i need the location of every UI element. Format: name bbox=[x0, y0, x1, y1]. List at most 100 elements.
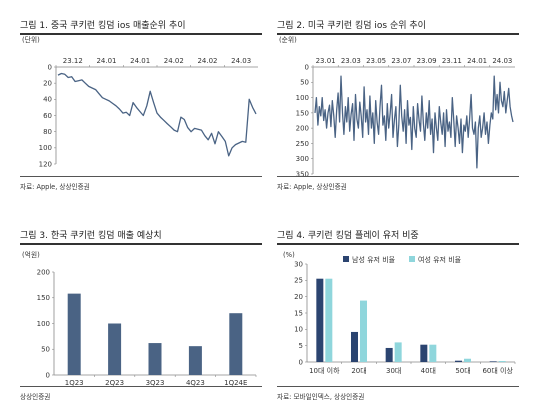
series-line bbox=[314, 75, 514, 169]
bar bbox=[148, 343, 162, 375]
panel-title: 그림 3. 한국 쿠키런 킹덤 매출 예상치 bbox=[20, 231, 162, 241]
legend-label: 여성 유저 비율 bbox=[418, 255, 462, 264]
panel-title: 그림 2. 미국 쿠키런 킹덤 ios 순위 추이 bbox=[277, 21, 426, 31]
y-axis-unit: (%) bbox=[283, 251, 295, 259]
source-note: 상상인증권 bbox=[20, 393, 51, 401]
source-note: 자료: Apple, 상상인증권 bbox=[277, 183, 347, 191]
x-tick-label: 23.01 bbox=[316, 57, 336, 65]
source-rule bbox=[20, 386, 262, 387]
bar bbox=[351, 331, 358, 362]
x-tick-label: 10대 이하 bbox=[309, 366, 340, 375]
panel-user-share: 그림 4. 쿠키런 킹덤 플레이 유저 비중 (%) 0 5 10 15 20 25 30 남성… bbox=[277, 228, 519, 403]
source-rule bbox=[277, 386, 519, 387]
x-tick-label: 1Q23 bbox=[65, 379, 84, 387]
x-tick-label: 3Q23 bbox=[146, 379, 165, 387]
bar bbox=[229, 313, 243, 375]
bar bbox=[455, 360, 462, 362]
bar bbox=[67, 293, 81, 375]
source-rule bbox=[20, 176, 262, 177]
x-tick-label: 40대 bbox=[421, 367, 436, 375]
y-tick-label: 0 bbox=[299, 358, 303, 366]
bar bbox=[464, 358, 471, 362]
y-axis-unit: (억원) bbox=[22, 250, 40, 259]
x-tick-label: 24.01 bbox=[467, 57, 487, 65]
x-tick-label: 20대 bbox=[351, 367, 366, 375]
y-axis-unit: (순위) bbox=[279, 36, 297, 44]
x-tick-label: 1Q24E bbox=[224, 379, 247, 387]
user-share-bar-chart: (%) 0 5 10 15 20 25 30 남성 유저 비율 여성 유저 비율 10대 이하 20대… bbox=[283, 251, 516, 375]
bar bbox=[489, 361, 497, 362]
y-tick-label: 5 bbox=[299, 342, 303, 350]
us-rank-line-chart: (순위) 23.01 23.03 23.05 23.07 23.09 23.11 24.01 2… bbox=[279, 36, 515, 178]
y-tick-label: 0 bbox=[46, 371, 50, 379]
y-tick-label: 30 bbox=[294, 260, 303, 268]
bar bbox=[394, 342, 402, 362]
y-tick-label: 200 bbox=[37, 268, 50, 276]
x-tick-label: 23.03 bbox=[341, 57, 361, 65]
bar bbox=[108, 323, 122, 375]
x-tick-label: 23.12 bbox=[63, 57, 83, 65]
y-tick-label: 150 bbox=[296, 109, 309, 117]
panel-title: 그림 4. 쿠키런 킹덤 플레이 유저 비중 bbox=[277, 231, 419, 241]
title-rule bbox=[20, 243, 262, 245]
x-tick-label: 24.02 bbox=[197, 57, 217, 65]
x-tick-label: 23.09 bbox=[417, 57, 437, 65]
x-tick-label: 24.01 bbox=[130, 57, 150, 65]
legend-swatch bbox=[409, 256, 415, 262]
y-tick-label: 15 bbox=[294, 309, 303, 317]
y-tick-label: 50 bbox=[300, 79, 309, 87]
x-tick-label: 23.11 bbox=[442, 57, 462, 65]
bar bbox=[360, 300, 367, 362]
bar bbox=[429, 344, 437, 362]
x-tick-label: 50대 bbox=[455, 367, 470, 375]
y-tick-label: 350 bbox=[296, 170, 309, 178]
bar bbox=[316, 278, 324, 362]
y-tick-label: 10 bbox=[294, 326, 303, 334]
korea-revenue-bar-chart: (억원) 0 50 100 150 200 1Q23 2Q23 3Q23 4Q23 1Q24E bbox=[22, 250, 257, 387]
x-tick-label: 23.05 bbox=[366, 57, 386, 65]
title-rule bbox=[20, 33, 262, 35]
bar bbox=[420, 344, 428, 362]
y-tick-label: 250 bbox=[296, 140, 309, 148]
y-tick-label: 200 bbox=[296, 125, 309, 133]
title-rule bbox=[277, 33, 519, 35]
y-tick-label: 120 bbox=[39, 160, 52, 168]
x-tick-label: 24.02 bbox=[164, 57, 184, 65]
series-line bbox=[57, 72, 257, 157]
panel-us-rank: 그림 2. 미국 쿠키런 킹덤 ios 순위 추이 (순위) 23.01 23.03… bbox=[277, 18, 519, 193]
source-note: 자료: Apple, 상상인증권 bbox=[20, 183, 90, 191]
y-tick-label: 20 bbox=[294, 293, 303, 301]
panel-china-rank: 그림 1. 중국 쿠키런 킹덤 ios 매출순위 추이 (단위) 23.12 24.… bbox=[20, 18, 262, 193]
panel-title: 그림 1. 중국 쿠키런 킹덤 ios 매출순위 추이 bbox=[20, 21, 186, 31]
y-tick-label: 300 bbox=[296, 155, 309, 163]
title-rule bbox=[277, 243, 519, 245]
x-tick-label: 30대 bbox=[386, 367, 401, 375]
bar bbox=[325, 278, 333, 362]
y-tick-label: 0 bbox=[305, 63, 309, 71]
china-rank-line-chart: (단위) 23.12 24.01 24.01 24.02 24.02 24.03 0 20 40 6… bbox=[22, 35, 258, 168]
x-tick-label: 23.07 bbox=[391, 57, 411, 65]
source-note: 자료: 모바일인덱스, 상상인증권 bbox=[277, 393, 365, 401]
y-tick-label: 100 bbox=[37, 320, 50, 328]
x-tick-label: 4Q23 bbox=[186, 379, 205, 387]
panel-korea-revenue: 그림 3. 한국 쿠키런 킹덤 매출 예상치 (억원) 0 50 100 150 200 1… bbox=[20, 228, 262, 403]
legend-swatch bbox=[343, 256, 349, 262]
y-tick-label: 50 bbox=[41, 346, 50, 354]
y-tick-label: 60 bbox=[43, 112, 52, 120]
y-tick-label: 40 bbox=[43, 96, 52, 104]
bar bbox=[188, 346, 202, 375]
x-tick-label: 24.03 bbox=[231, 57, 251, 65]
x-tick-label: 24.03 bbox=[492, 57, 512, 65]
x-tick-label: 60대 이상 bbox=[482, 366, 513, 375]
y-tick-label: 20 bbox=[43, 80, 52, 88]
y-axis-unit: (단위) bbox=[22, 35, 40, 44]
legend-label: 남성 유저 비율 bbox=[352, 255, 396, 264]
source-rule bbox=[277, 176, 519, 177]
y-tick-label: 0 bbox=[48, 63, 52, 71]
y-tick-label: 80 bbox=[43, 128, 52, 136]
y-tick-label: 25 bbox=[294, 277, 303, 285]
y-tick-label: 100 bbox=[296, 94, 309, 102]
x-tick-label: 24.01 bbox=[96, 57, 116, 65]
x-tick-label: 2Q23 bbox=[105, 379, 124, 387]
bar bbox=[385, 347, 393, 362]
